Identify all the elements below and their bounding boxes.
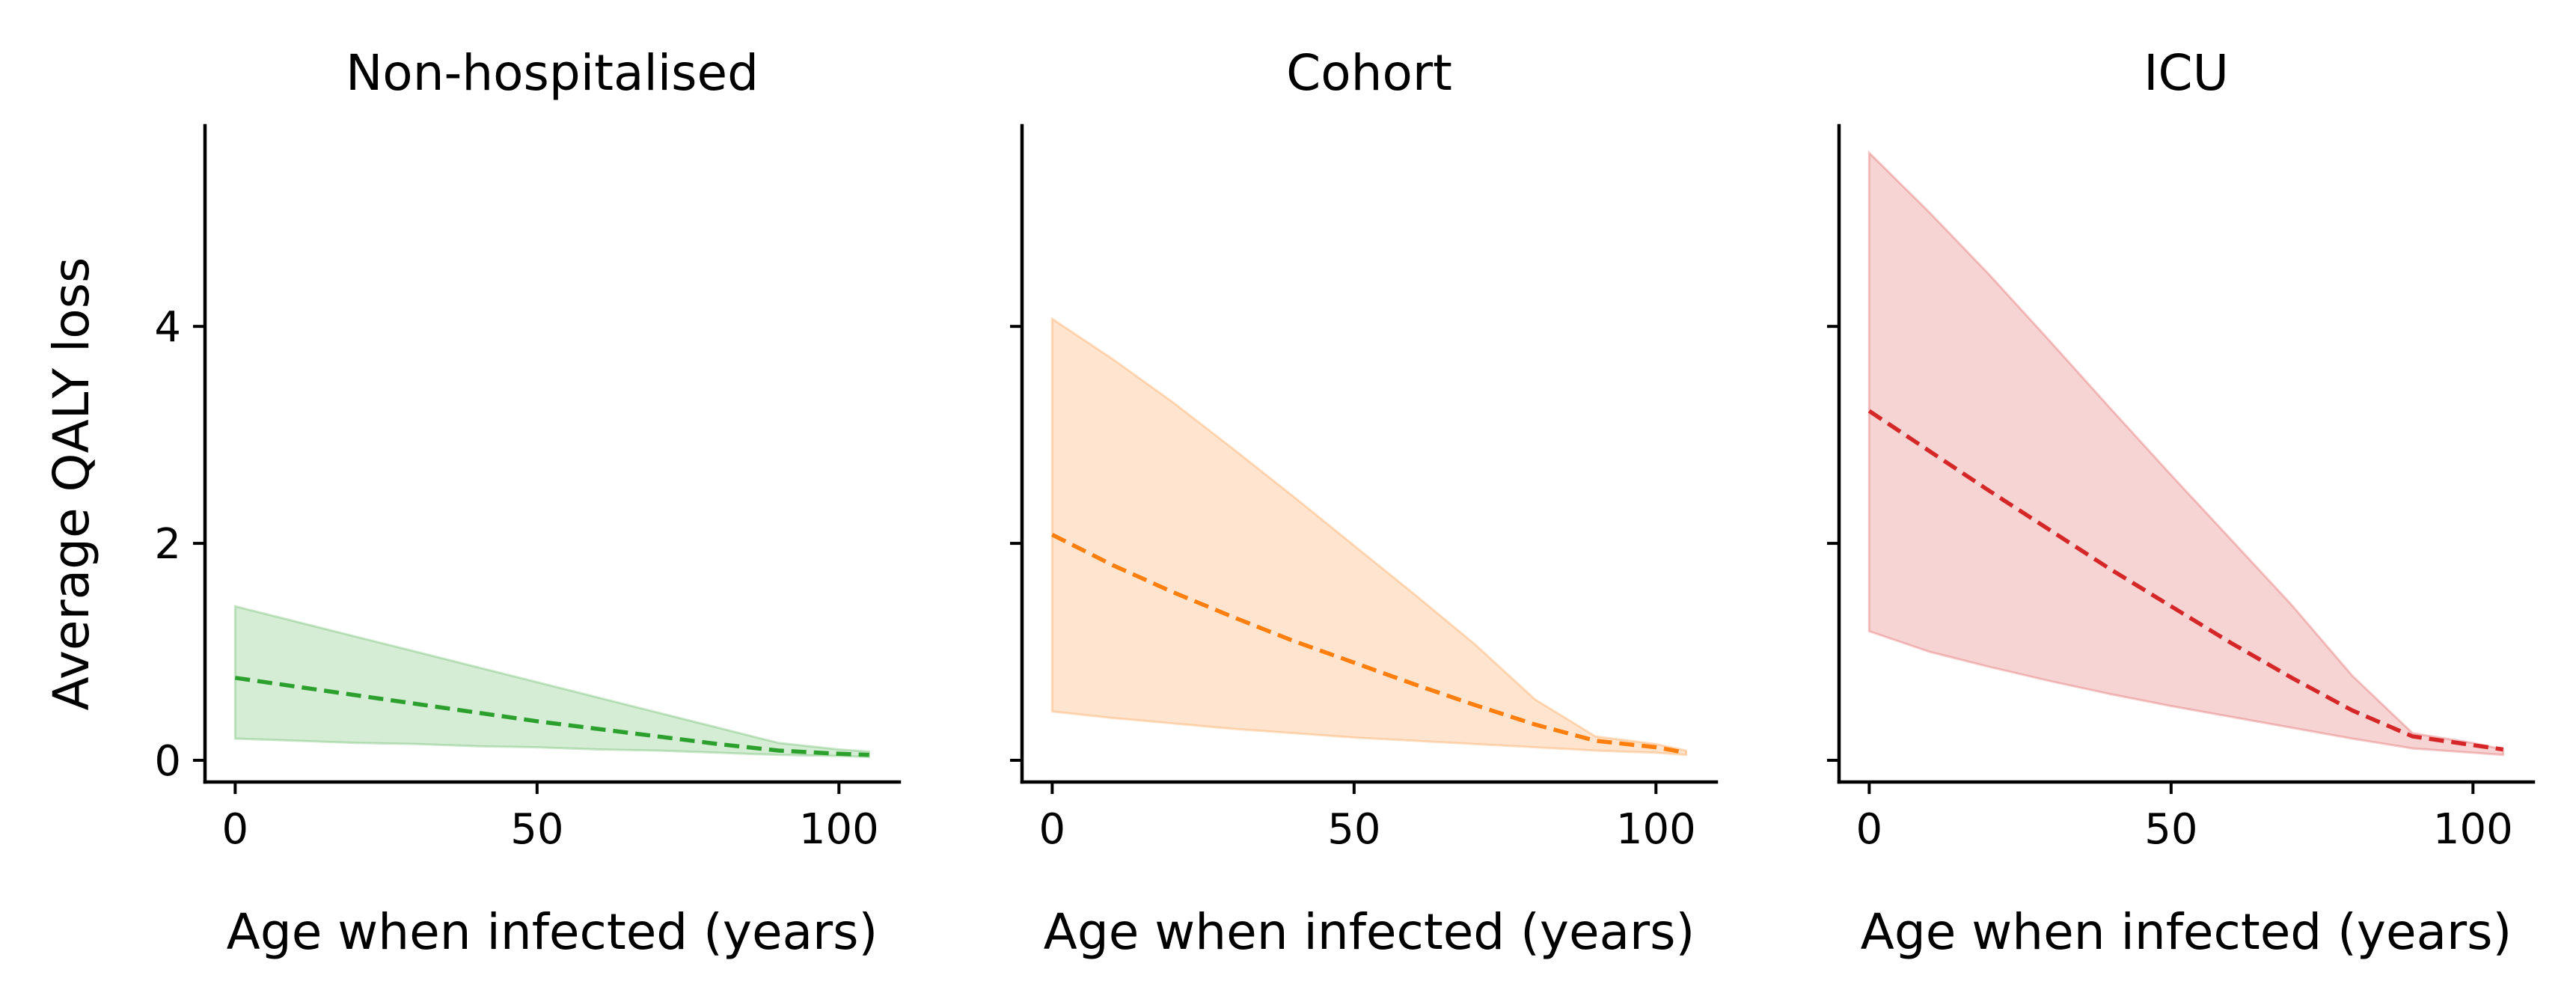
x-tick-label: 100 <box>799 805 879 854</box>
chart-title: Cohort <box>1286 44 1452 102</box>
x-tick-label: 50 <box>1327 805 1380 854</box>
uncertainty-band <box>233 605 871 759</box>
chart-panel-2: 0 50 100 ICU Age when infected (years) <box>1827 44 2536 961</box>
x-tick-label: 100 <box>1616 805 1696 854</box>
chart-panel-0: 0 50 100 0 2 4 Non-hospitalised Age when infect… <box>43 44 902 961</box>
x-tick-label: 50 <box>510 805 563 854</box>
uncertainty-band <box>1867 150 2505 757</box>
mean-line <box>1867 409 2504 752</box>
y-tick-label: 2 <box>154 520 181 569</box>
mean-line <box>1051 533 1687 755</box>
chart-title: Non-hospitalised <box>346 44 759 102</box>
x-axis-title: Age when infected (years) <box>227 903 878 961</box>
x-tick-label: 0 <box>1856 805 1883 854</box>
chart-title: ICU <box>2144 44 2229 102</box>
x-tick-label: 0 <box>1039 805 1066 854</box>
x-tick-label: 100 <box>2433 805 2513 854</box>
x-tick-label: 0 <box>222 805 249 854</box>
x-axis-title: Age when infected (years) <box>1861 903 2512 961</box>
chart-panel-1: 0 50 100 Cohort Age when infected (years) <box>1010 44 1719 961</box>
y-axis-title: Average QALY loss <box>43 257 100 711</box>
uncertainty-band <box>1050 317 1688 757</box>
y-tick-label: 0 <box>154 737 181 786</box>
y-tick-label: 4 <box>154 303 181 352</box>
x-tick-label: 50 <box>2144 805 2197 854</box>
x-axis-title: Age when infected (years) <box>1044 903 1695 961</box>
